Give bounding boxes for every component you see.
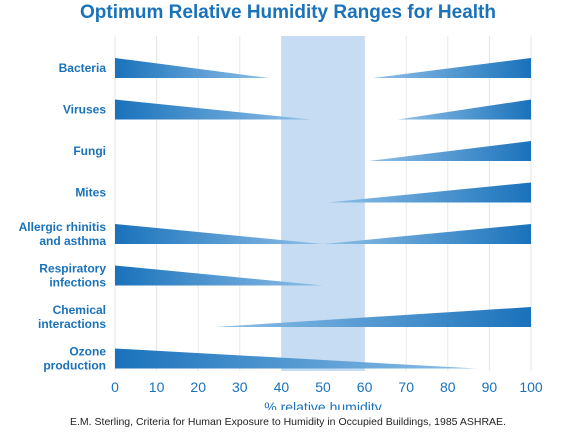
risk-wedge-low-rh — [115, 265, 323, 286]
x-tick-label: 10 — [149, 379, 165, 395]
x-tick-label: 80 — [440, 379, 456, 395]
risk-wedge-low-rh — [115, 348, 477, 369]
risk-wedge-high-rh — [368, 141, 531, 161]
x-tick-label: 90 — [482, 379, 498, 395]
row-label: Ozone production — [43, 345, 106, 373]
x-tick-label: 60 — [357, 379, 373, 395]
x-tick-label: 30 — [232, 379, 248, 395]
source-note: E.M. Sterling, Criteria for Human Exposu… — [70, 416, 506, 428]
risk-wedge-high-rh — [323, 224, 531, 244]
risk-wedge-high-rh — [372, 58, 531, 78]
row-label: Respiratory infections — [39, 262, 106, 290]
risk-wedge-low-rh — [115, 99, 311, 120]
risk-wedge-high-rh — [327, 182, 531, 203]
humidity-chart: Bacteria Viruses Fungi Mites Allergic rhinit… — [19, 36, 543, 410]
x-axis-label: % relative humidity — [264, 399, 382, 410]
risk-wedge-high-rh — [397, 99, 531, 120]
x-tick-label: 40 — [274, 379, 290, 395]
risk-wedge-high-rh — [214, 307, 531, 327]
row-label: Chemical interactions — [38, 303, 106, 331]
row-labels: Bacteria Viruses Fungi Mites Allergic rhinit… — [19, 61, 107, 373]
row-label: Fungi — [73, 144, 106, 158]
optimum-zone — [281, 36, 365, 371]
risk-wedge-low-rh — [115, 58, 269, 78]
row-label: Allergic rhinitis and asthma — [19, 220, 107, 248]
x-tick-label: 0 — [111, 379, 119, 395]
row-label: Viruses — [63, 103, 106, 117]
chart-title: Optimum Relative Humidity Ranges for Hea… — [80, 2, 496, 23]
x-tick-label: 70 — [398, 379, 414, 395]
bands — [115, 58, 531, 369]
x-ticks: 0 10 20 30 40 50 60 70 80 90 100 — [111, 379, 543, 395]
risk-wedge-low-rh — [115, 224, 323, 244]
x-tick-label: 100 — [519, 379, 543, 395]
row-label: Mites — [75, 186, 106, 200]
x-tick-label: 20 — [190, 379, 206, 395]
x-tick-label: 50 — [315, 379, 331, 395]
row-label: Bacteria — [59, 61, 107, 75]
